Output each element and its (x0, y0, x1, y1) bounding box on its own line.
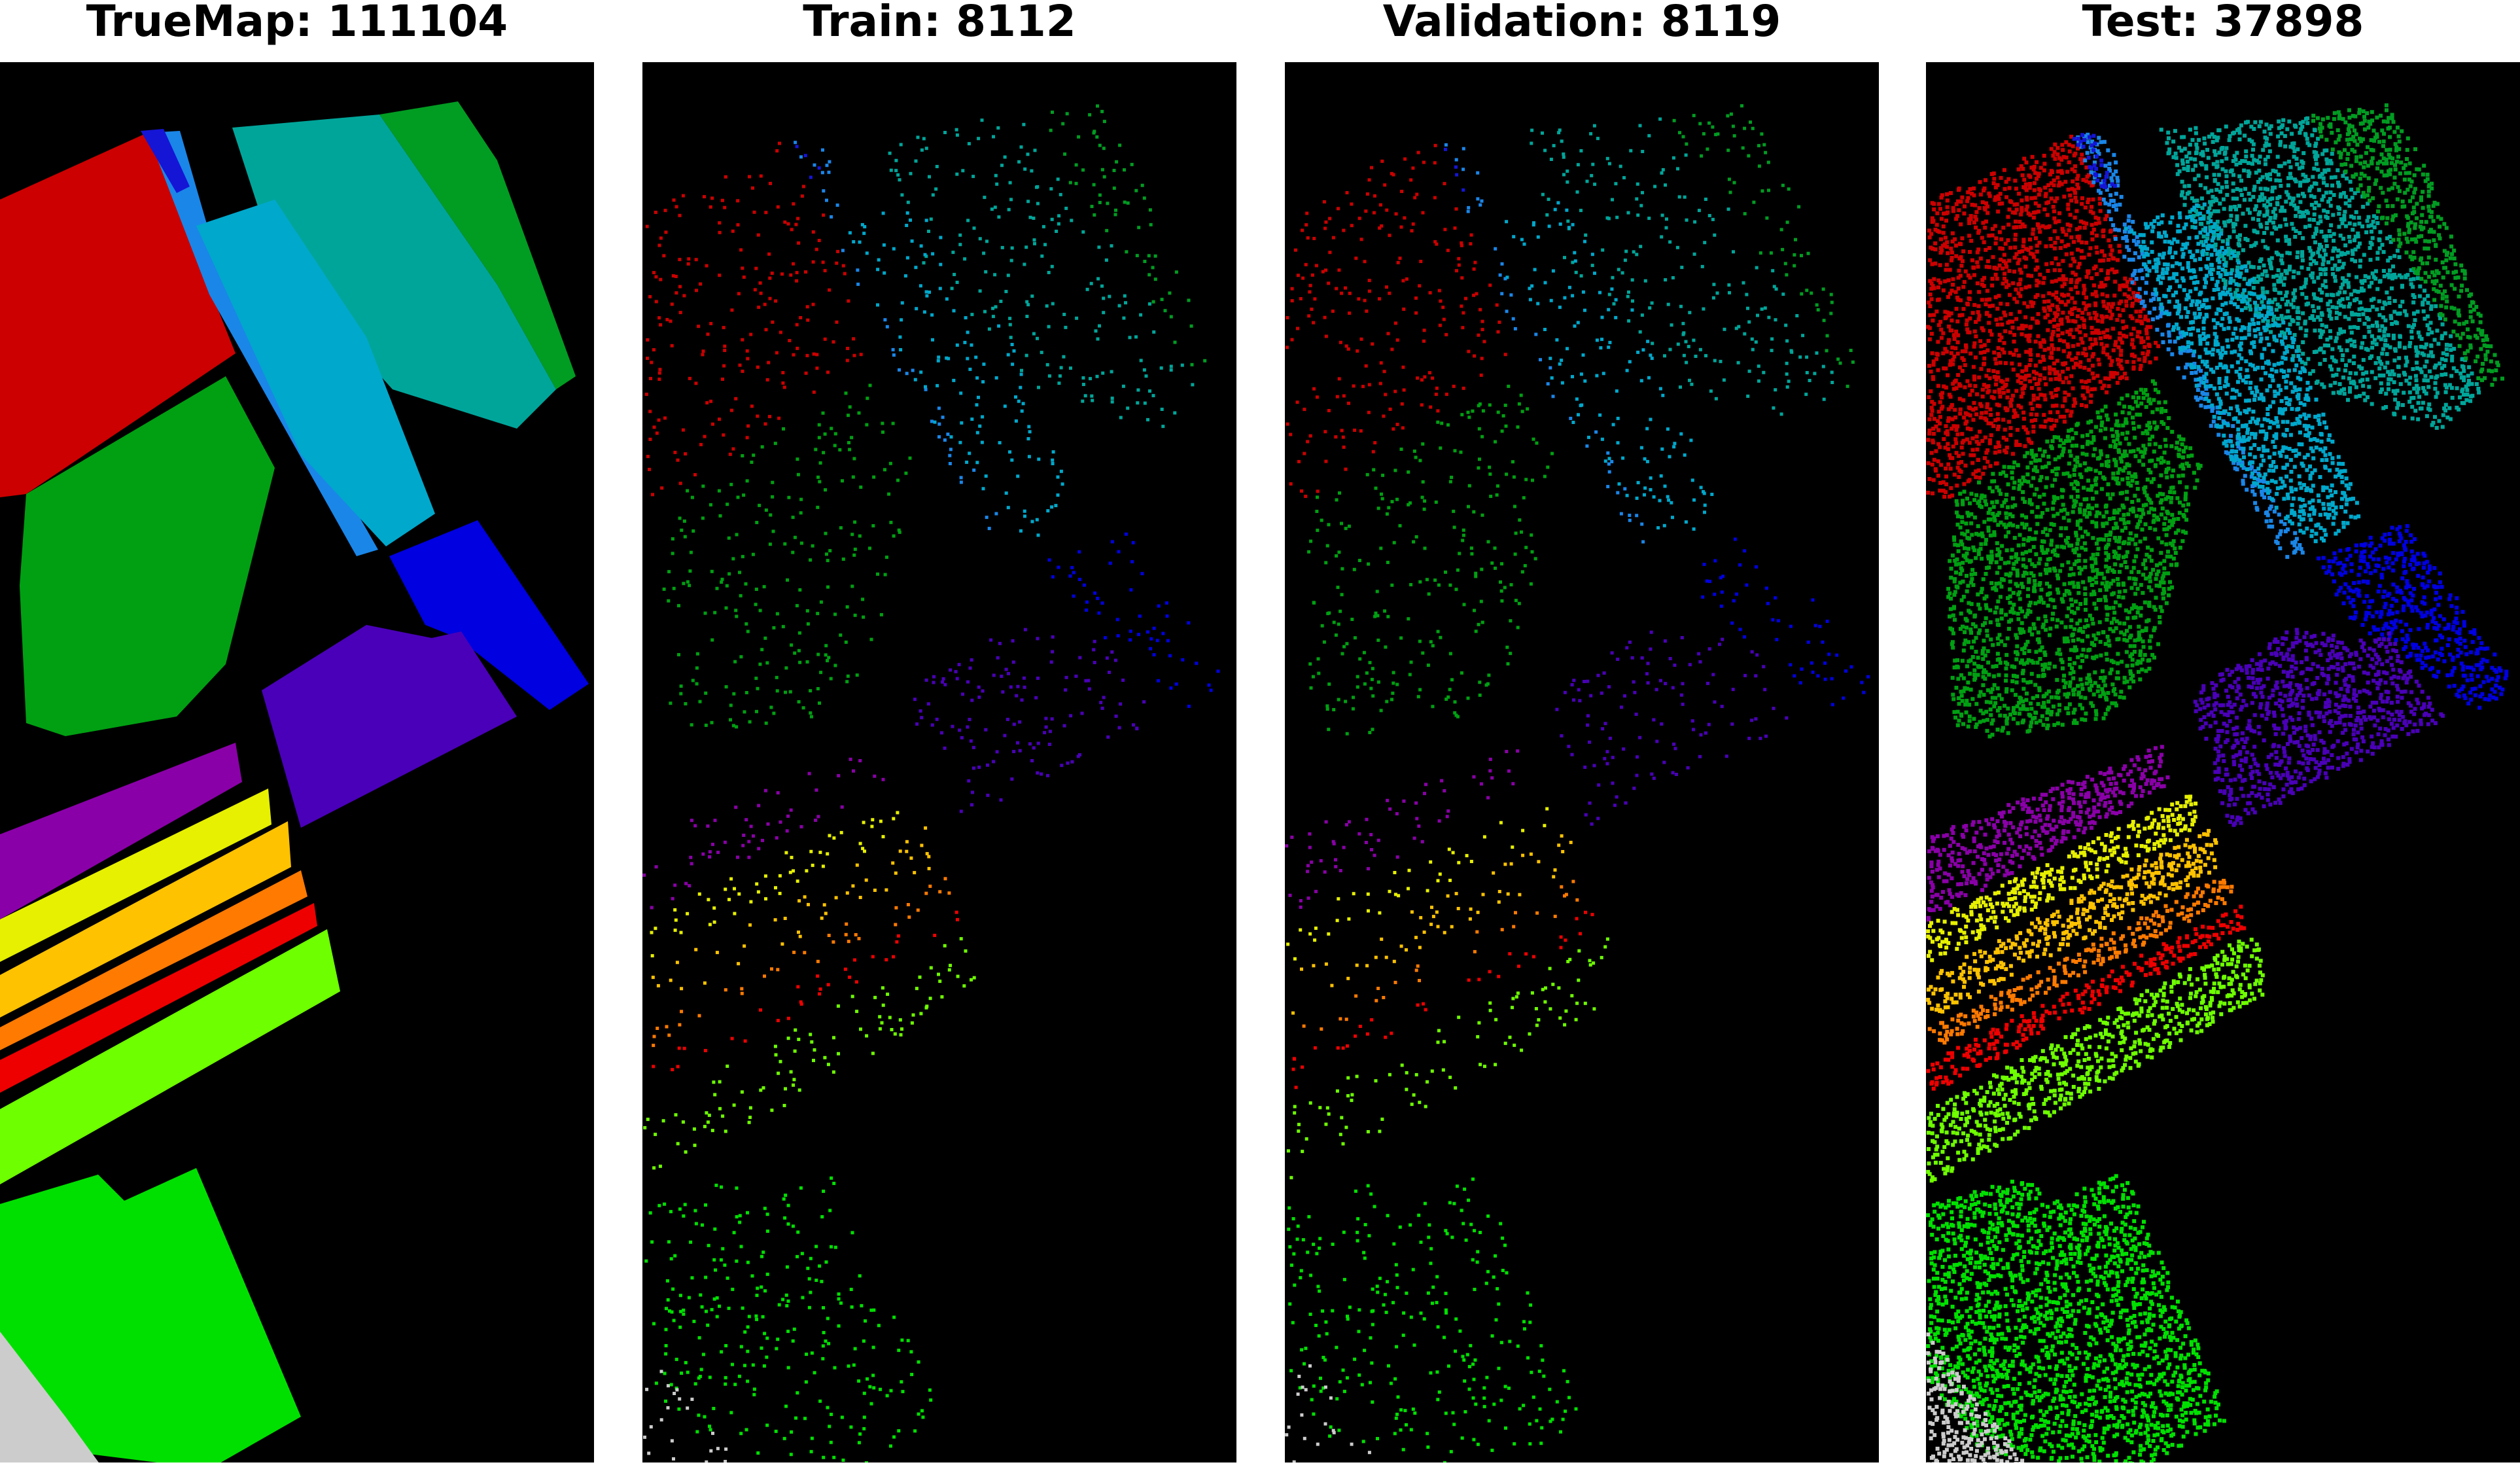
red-band (0, 903, 317, 1093)
green-field-2 (1672, 104, 1855, 388)
bright-green-field (1926, 1174, 2226, 1462)
panel-title-validation: Validation: 8119 (1382, 0, 1781, 46)
blue-strip (1444, 143, 1645, 544)
teal-field (232, 115, 556, 429)
purple-field (0, 743, 242, 919)
green-field (20, 376, 275, 736)
yellow-band (0, 789, 271, 962)
blue-field (1701, 537, 1870, 707)
orange-band (1927, 879, 2234, 1045)
train-map (642, 62, 1236, 1462)
validation-map (1285, 62, 1879, 1462)
lime-field (0, 929, 340, 1184)
panel-title-test: Test: 37898 (2082, 0, 2364, 46)
red-band (1926, 904, 2247, 1091)
panel-title-truemap: TrueMap: 111104 (86, 0, 508, 46)
gray-field (1285, 1364, 1371, 1462)
dark-blue-strip (2072, 133, 2117, 189)
green-field (1307, 384, 1554, 736)
red-field (644, 141, 863, 497)
red-field (1286, 143, 1507, 498)
cyan-field (1505, 201, 1714, 531)
red-field (0, 133, 236, 497)
dark-blue-strip (141, 129, 190, 193)
test-panel (1926, 62, 2520, 1462)
blue-field (2317, 523, 2509, 710)
truemap-panel (0, 62, 594, 1462)
yellow-band (1926, 794, 2198, 963)
bright-green-field (644, 1176, 933, 1462)
cyan-field (848, 211, 1064, 537)
lime-field (1926, 938, 2265, 1183)
yellow-band (650, 811, 900, 958)
map-background (1285, 62, 1879, 1462)
lime-field (1286, 937, 1609, 1180)
panel-title-train: Train: 8112 (803, 0, 1076, 46)
cyan-field (196, 200, 435, 546)
indigo-field (913, 628, 1146, 813)
indigo-field (1555, 630, 1789, 826)
bright-green-field (1287, 1177, 1578, 1462)
gray-field (1926, 1332, 2025, 1462)
red-band (652, 910, 959, 1072)
green-field-2 (2311, 103, 2504, 387)
truemap-map (0, 62, 594, 1462)
map-background (642, 62, 1236, 1462)
blue-field (1047, 532, 1220, 708)
yellow-band (1286, 807, 1549, 961)
green-field (662, 383, 912, 729)
blue-strip (794, 141, 998, 531)
dark-blue-strip (1444, 147, 1465, 192)
gold-band (1926, 828, 2218, 1014)
dark-blue-strip (795, 145, 821, 179)
purple-field (1285, 749, 1520, 909)
validation-panel (1285, 62, 1879, 1462)
bright-green-field (0, 1168, 301, 1462)
teal-field (2159, 116, 2481, 430)
orange-band (1302, 879, 1579, 1031)
orange-band (652, 877, 951, 1048)
green-field-2 (1049, 104, 1207, 366)
teal-field (888, 118, 1195, 429)
gold-band (651, 826, 931, 991)
indigo-field (262, 625, 517, 828)
gold-band (1291, 834, 1573, 1015)
gold-band (0, 821, 291, 1018)
lime-field (643, 937, 976, 1170)
green-field-2 (379, 101, 576, 389)
train-panel (642, 62, 1236, 1462)
purple-field (1926, 745, 2170, 922)
cyan-field (2124, 202, 2361, 544)
gray-field (643, 1370, 728, 1462)
green-field (1946, 379, 2203, 739)
red-field (1926, 134, 2161, 499)
gray-field (0, 1332, 99, 1462)
purple-field (642, 757, 885, 910)
blue-field (389, 520, 589, 710)
red-band (1291, 910, 1594, 1090)
indigo-field (2193, 628, 2445, 827)
orange-band (0, 870, 307, 1050)
test-map (1926, 62, 2520, 1462)
